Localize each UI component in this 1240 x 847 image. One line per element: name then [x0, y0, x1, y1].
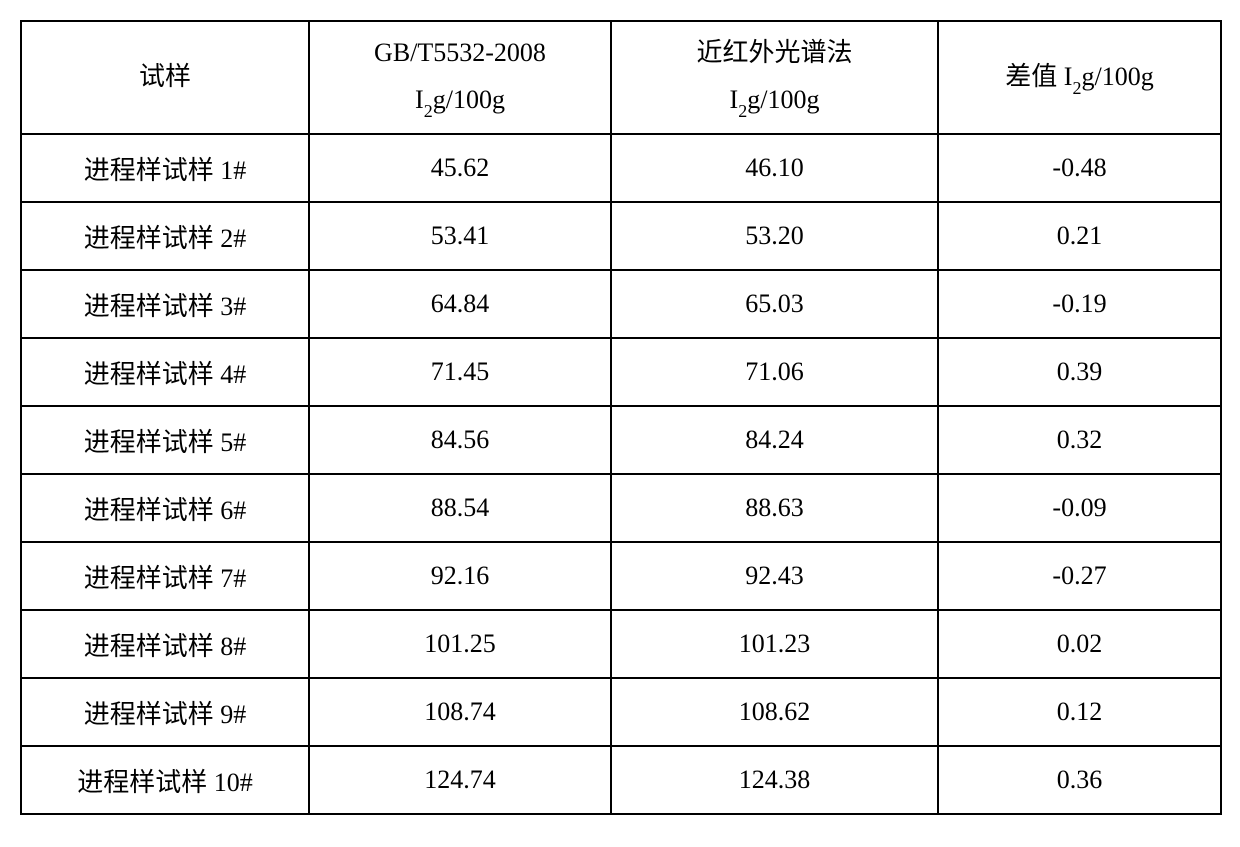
table-row: 进程样试样 7# 92.16 92.43 -0.27 — [21, 542, 1221, 610]
header-gb-line1: GB/T5532-2008 — [374, 38, 546, 67]
cell-sample: 进程样试样 9# — [21, 678, 309, 746]
cell-gb: 88.54 — [309, 474, 611, 542]
cell-sample: 进程样试样 7# — [21, 542, 309, 610]
header-nir-line2-sub: 2 — [738, 101, 747, 121]
cell-sample: 进程样试样 6# — [21, 474, 309, 542]
cell-diff: 0.21 — [938, 202, 1221, 270]
cell-nir: 101.23 — [611, 610, 938, 678]
cell-gb: 108.74 — [309, 678, 611, 746]
table-header-row: 试样 GB/T5532-2008 I2g/100g 近红外光谱法 I2g/100… — [21, 21, 1221, 134]
table-row: 进程样试样 10# 124.74 124.38 0.36 — [21, 746, 1221, 814]
table-row: 进程样试样 5# 84.56 84.24 0.32 — [21, 406, 1221, 474]
cell-gb: 101.25 — [309, 610, 611, 678]
table-row: 进程样试样 9# 108.74 108.62 0.12 — [21, 678, 1221, 746]
cell-nir: 46.10 — [611, 134, 938, 202]
cell-diff: -0.27 — [938, 542, 1221, 610]
header-nir-line2-suffix: g/100g — [747, 85, 819, 114]
cell-nir: 71.06 — [611, 338, 938, 406]
cell-sample: 进程样试样 3# — [21, 270, 309, 338]
header-diff-sub: 2 — [1072, 78, 1081, 98]
cell-nir: 84.24 — [611, 406, 938, 474]
cell-gb: 84.56 — [309, 406, 611, 474]
table-row: 进程样试样 1# 45.62 46.10 -0.48 — [21, 134, 1221, 202]
header-gb-line2-prefix: I — [415, 85, 424, 114]
cell-sample: 进程样试样 1# — [21, 134, 309, 202]
cell-gb: 92.16 — [309, 542, 611, 610]
table-row: 进程样试样 6# 88.54 88.63 -0.09 — [21, 474, 1221, 542]
cell-gb: 64.84 — [309, 270, 611, 338]
header-diff-suffix: g/100g — [1081, 62, 1153, 91]
cell-gb: 71.45 — [309, 338, 611, 406]
cell-sample: 进程样试样 8# — [21, 610, 309, 678]
cell-diff: 0.02 — [938, 610, 1221, 678]
cell-nir: 65.03 — [611, 270, 938, 338]
header-diff: 差值 I2g/100g — [938, 21, 1221, 134]
cell-gb: 53.41 — [309, 202, 611, 270]
cell-sample: 进程样试样 5# — [21, 406, 309, 474]
cell-gb: 124.74 — [309, 746, 611, 814]
header-gb-line2-sub: 2 — [424, 101, 433, 121]
header-sample-label: 试样 — [139, 62, 191, 91]
cell-sample: 进程样试样 10# — [21, 746, 309, 814]
cell-diff: 0.32 — [938, 406, 1221, 474]
table-row: 进程样试样 4# 71.45 71.06 0.39 — [21, 338, 1221, 406]
header-gb: GB/T5532-2008 I2g/100g — [309, 21, 611, 134]
cell-diff: -0.48 — [938, 134, 1221, 202]
table-row: 进程样试样 2# 53.41 53.20 0.21 — [21, 202, 1221, 270]
header-nir-line2-prefix: I — [730, 85, 739, 114]
header-nir: 近红外光谱法 I2g/100g — [611, 21, 938, 134]
cell-nir: 108.62 — [611, 678, 938, 746]
cell-diff: -0.09 — [938, 474, 1221, 542]
table-row: 进程样试样 3# 64.84 65.03 -0.19 — [21, 270, 1221, 338]
cell-diff: 0.12 — [938, 678, 1221, 746]
header-diff-prefix: 差值 I — [1005, 62, 1072, 91]
header-nir-line1: 近红外光谱法 — [696, 38, 852, 67]
cell-diff: 0.36 — [938, 746, 1221, 814]
data-table: 试样 GB/T5532-2008 I2g/100g 近红外光谱法 I2g/100… — [20, 20, 1222, 815]
cell-diff: 0.39 — [938, 338, 1221, 406]
cell-nir: 88.63 — [611, 474, 938, 542]
cell-sample: 进程样试样 4# — [21, 338, 309, 406]
table-body: 进程样试样 1# 45.62 46.10 -0.48 进程样试样 2# 53.4… — [21, 134, 1221, 814]
cell-sample: 进程样试样 2# — [21, 202, 309, 270]
cell-nir: 53.20 — [611, 202, 938, 270]
cell-gb: 45.62 — [309, 134, 611, 202]
cell-nir: 92.43 — [611, 542, 938, 610]
header-sample: 试样 — [21, 21, 309, 134]
header-gb-line2-suffix: g/100g — [433, 85, 505, 114]
cell-nir: 124.38 — [611, 746, 938, 814]
table-row: 进程样试样 8# 101.25 101.23 0.02 — [21, 610, 1221, 678]
cell-diff: -0.19 — [938, 270, 1221, 338]
